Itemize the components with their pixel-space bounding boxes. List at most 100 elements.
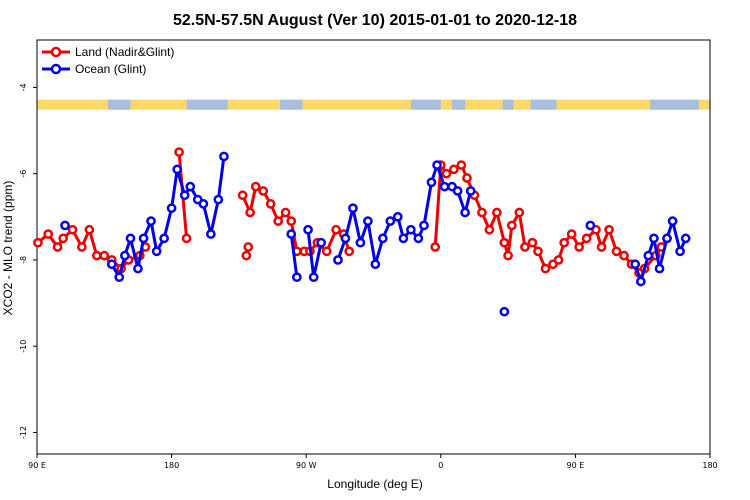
data-point xyxy=(398,233,409,244)
legend-land-marker xyxy=(50,46,62,58)
data-point xyxy=(125,233,136,244)
x-tick-label: 0 xyxy=(438,461,443,470)
data-point xyxy=(344,246,355,257)
data-point xyxy=(406,224,416,235)
data-point xyxy=(649,233,659,244)
data-point xyxy=(213,194,224,205)
data-point xyxy=(179,190,190,201)
x-axis: 90 E 180 90 W 0 90 E 180 xyxy=(28,454,718,470)
data-point xyxy=(250,181,261,192)
data-point xyxy=(499,237,510,248)
data-point xyxy=(585,220,596,231)
data-point xyxy=(308,272,319,283)
data-point xyxy=(385,216,396,226)
data-point xyxy=(499,306,510,317)
data-point xyxy=(680,233,691,244)
data-point xyxy=(377,233,388,244)
data-point xyxy=(138,233,149,244)
data-point xyxy=(159,233,169,244)
data-point xyxy=(581,233,592,244)
x-tick-label: 180 xyxy=(164,461,179,470)
data-point xyxy=(273,216,284,226)
data-point xyxy=(559,237,570,248)
data-point xyxy=(58,233,69,244)
data-point xyxy=(316,237,327,248)
data-point xyxy=(419,220,429,231)
y-tick-label: -6 xyxy=(19,170,28,178)
data-point xyxy=(174,147,184,157)
legend-ocean-marker xyxy=(50,63,62,75)
legend: Land (Nadir&Glint) Ocean (Glint) xyxy=(42,45,174,76)
legend-ocean-label: Ocean (Glint) xyxy=(75,62,146,76)
data-point xyxy=(643,250,654,261)
data-point xyxy=(245,207,255,218)
data-point xyxy=(449,164,459,175)
data-point xyxy=(439,181,450,192)
data-point xyxy=(527,237,538,248)
data-point xyxy=(286,216,297,226)
data-point xyxy=(286,229,297,239)
data-point xyxy=(265,199,276,209)
data-point xyxy=(303,224,313,235)
data-point xyxy=(172,164,183,175)
data-point xyxy=(432,160,442,170)
data-point xyxy=(52,242,63,252)
data-point xyxy=(596,242,607,252)
strip-ocean xyxy=(650,99,699,110)
data-point xyxy=(331,224,341,235)
data-point xyxy=(43,229,54,239)
series-line xyxy=(336,163,473,266)
y-tick-label: -12 xyxy=(19,426,28,439)
data-point xyxy=(553,255,564,265)
data-point xyxy=(280,207,291,218)
x-tick-label: 180 xyxy=(702,461,717,470)
data-point xyxy=(84,224,95,235)
data-point xyxy=(333,255,343,265)
land-ocean-strip xyxy=(37,99,710,110)
y-tick-label: -8 xyxy=(19,256,28,264)
data-point xyxy=(413,233,424,244)
data-point xyxy=(477,207,487,218)
data-point xyxy=(206,229,216,239)
data-point xyxy=(392,211,403,222)
series-layer xyxy=(33,147,691,317)
data-point xyxy=(91,250,102,261)
data-point xyxy=(452,186,463,196)
series-line xyxy=(241,185,351,253)
data-point xyxy=(662,233,672,244)
data-point xyxy=(363,216,373,226)
data-point xyxy=(426,177,437,188)
data-point xyxy=(514,207,525,218)
y-axis: -4 -6 -8 -10 -12 xyxy=(19,83,37,439)
data-point xyxy=(654,263,665,274)
x-tick-label: 90 E xyxy=(567,461,585,470)
data-point xyxy=(619,250,629,261)
data-point xyxy=(151,246,162,257)
data-point xyxy=(77,242,87,252)
data-point xyxy=(484,224,495,235)
x-axis-label: Longitude (deg E) xyxy=(327,477,422,491)
data-point xyxy=(675,246,685,257)
data-point xyxy=(533,246,543,257)
y-axis-label: XCO2 - MLO trend (ppm) xyxy=(1,181,15,316)
data-point xyxy=(456,160,467,170)
series-ocean xyxy=(60,151,691,317)
data-point xyxy=(106,259,117,270)
data-point xyxy=(574,242,584,252)
series-line xyxy=(306,229,323,279)
data-point xyxy=(185,181,196,192)
data-point xyxy=(611,246,622,257)
strip-ocean xyxy=(452,99,466,110)
data-point xyxy=(340,233,351,244)
data-point xyxy=(114,272,125,283)
strip-ocean xyxy=(410,99,441,110)
data-point xyxy=(67,224,78,235)
data-point xyxy=(667,216,678,226)
data-point xyxy=(99,250,110,261)
data-point xyxy=(540,263,551,274)
y-tick-label: -10 xyxy=(19,340,28,353)
chart-title: 52.5N-57.5N August (Ver 10) 2015-01-01 t… xyxy=(173,12,577,29)
data-point xyxy=(146,216,156,226)
data-point xyxy=(321,246,332,257)
data-point xyxy=(462,173,472,183)
